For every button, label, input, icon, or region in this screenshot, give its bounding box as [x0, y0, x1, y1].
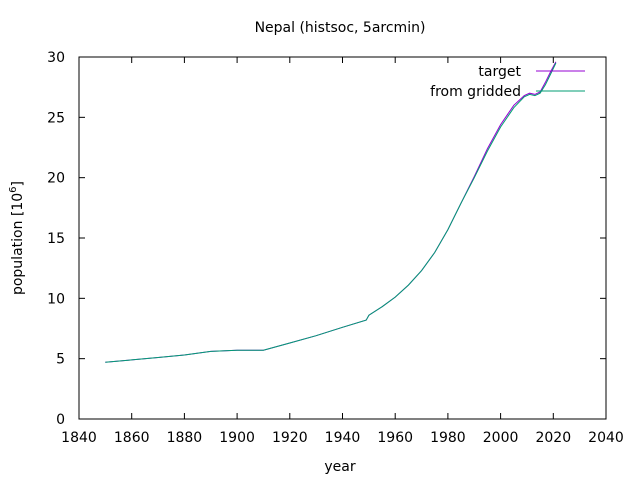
x-tick-label: 1940 [325, 430, 361, 446]
y-axis-label-text: population [10 [10, 193, 26, 295]
x-axis: 1840 1860 1880 1900 1920 1940 1960 1980 2000 2020… [61, 57, 624, 446]
plot-frame [78, 56, 607, 420]
y-tick-label: 10 [47, 291, 65, 307]
y-axis-label-superscript: 6 [8, 186, 19, 192]
x-tick-label: 2040 [588, 430, 624, 446]
legend-label: from gridded [430, 84, 521, 100]
y-tick-label: 0 [56, 412, 65, 428]
y-tick-label: 20 [47, 171, 65, 187]
x-tick-label: 1900 [219, 430, 255, 446]
y-axis: 0 5 10 15 20 25 30 [47, 50, 606, 428]
chart-title: Nepal (histsoc, 5arcmin) [255, 20, 426, 36]
x-axis-label: year [324, 459, 355, 475]
legend: target from gridded [430, 64, 585, 100]
x-tick-label: 1840 [61, 430, 97, 446]
y-tick-label: 5 [56, 352, 65, 368]
y-tick-label: 15 [47, 231, 65, 247]
x-tick-label: 2020 [535, 430, 571, 446]
series-line-target [105, 61, 557, 363]
x-tick-label: 1880 [167, 430, 203, 446]
x-tick-label: 1860 [114, 430, 150, 446]
x-tick-label: 1920 [272, 430, 308, 446]
y-tick-label: 25 [47, 110, 65, 126]
series-line-from-gridded [105, 62, 557, 363]
series-layer [105, 61, 557, 363]
legend-label: target [478, 64, 521, 80]
x-tick-label: 1960 [377, 430, 413, 446]
x-tick-label: 1980 [430, 430, 466, 446]
y-axis-label: population [106] [8, 181, 26, 295]
x-tick-label: 2000 [483, 430, 519, 446]
y-tick-label: 30 [47, 50, 65, 66]
y-axis-label-suffix: ] [10, 181, 26, 186]
